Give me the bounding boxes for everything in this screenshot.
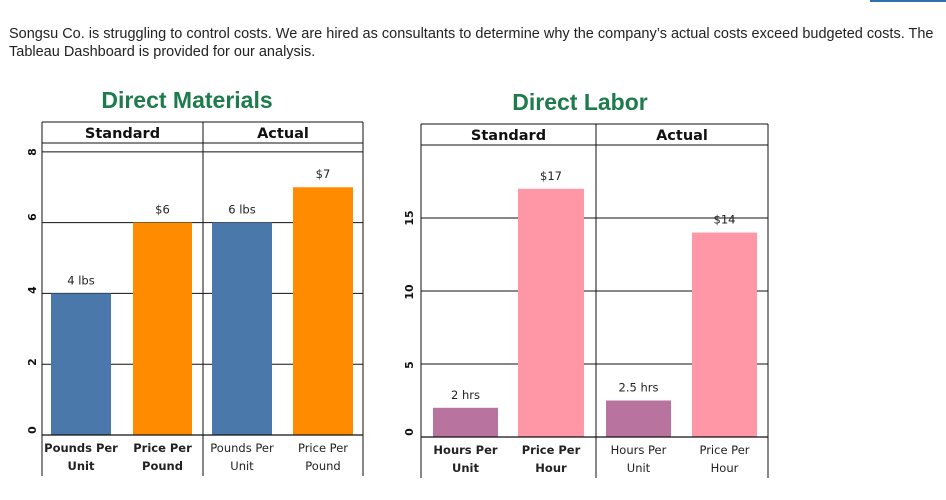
chart1-category-label-2-line2: Pound bbox=[142, 459, 183, 473]
chart2-category-label-2-line2: Hour bbox=[535, 461, 567, 475]
chart1-category-label-3-line1: Pounds Per bbox=[210, 441, 274, 455]
chart1-data-label-2: $6 bbox=[155, 203, 170, 217]
chart1-group-label-standard: Standard bbox=[85, 126, 160, 142]
chart1-title: Direct Materials bbox=[101, 87, 272, 113]
chart1-category-label-1-line2: Unit bbox=[68, 459, 95, 473]
chart2-category-label-3-line2: Unit bbox=[627, 461, 651, 475]
chart1-data-label-3: 6 lbs bbox=[228, 203, 255, 217]
chart1-category-label-4-line1: Price Per bbox=[298, 441, 348, 455]
chart2-bar-4 bbox=[692, 232, 757, 437]
chart1-y-tick-8: 8 bbox=[26, 148, 39, 156]
chart2-bar-2 bbox=[518, 188, 584, 437]
chart2-category-label-4-line1: Price Per bbox=[699, 443, 749, 457]
intro-text: Songsu Co. is struggling to control cost… bbox=[9, 26, 934, 60]
chart2-title: Direct Labor bbox=[512, 89, 648, 115]
chart1-y-tick-4: 4 bbox=[26, 286, 39, 294]
chart2-y-tick-15: 15 bbox=[403, 210, 416, 225]
chart1-y-tick-2: 2 bbox=[26, 358, 39, 366]
chart1-data-label-1: 4 lbs bbox=[67, 273, 94, 287]
chart2-bar-3 bbox=[606, 400, 671, 437]
chart1-bar-2 bbox=[133, 222, 192, 435]
chart2-category-label-2-line1: Price Per bbox=[522, 443, 581, 457]
chart1-category-label-2-line1: Price Per bbox=[133, 441, 192, 455]
chart1-category-label-1-line1: Pounds Per bbox=[44, 441, 118, 455]
chart2-data-label-2: $17 bbox=[540, 169, 562, 183]
top-accent-bar bbox=[870, 0, 946, 2]
chart2-category-label-1-line2: Unit bbox=[452, 461, 479, 475]
chart2-data-label-3: 2.5 hrs bbox=[619, 381, 659, 395]
chart1-y-tick-0: 0 bbox=[26, 426, 39, 434]
chart2-y-tick-5: 5 bbox=[403, 361, 416, 369]
chart1-group-label-actual: Actual bbox=[257, 126, 309, 142]
chart2-category-label-3-line1: Hours Per bbox=[611, 443, 667, 457]
chart1-category-label-3-line2: Unit bbox=[230, 459, 254, 473]
chart2-data-label-1: 2 hrs bbox=[451, 388, 480, 402]
chart1-data-label-4: $7 bbox=[316, 167, 331, 181]
chart2-bar-1 bbox=[433, 407, 498, 437]
chart1-bar-3 bbox=[212, 222, 272, 435]
chart1-y-tick-6: 6 bbox=[26, 213, 39, 221]
chart2-data-label-4: $14 bbox=[714, 213, 736, 227]
chart1-category-label-4-line2: Pound bbox=[305, 459, 340, 473]
chart1-bar-4 bbox=[293, 187, 353, 435]
chart1-bar-1 bbox=[51, 293, 111, 435]
chart2-y-tick-10: 10 bbox=[403, 284, 416, 300]
chart2-group-label-actual: Actual bbox=[656, 128, 708, 144]
chart2-category-label-4-line2: Hour bbox=[711, 461, 739, 475]
chart2-category-label-1-line1: Hours Per bbox=[433, 443, 497, 457]
chart2-group-label-standard: Standard bbox=[471, 128, 546, 144]
chart2-y-tick-0: 0 bbox=[403, 428, 416, 436]
